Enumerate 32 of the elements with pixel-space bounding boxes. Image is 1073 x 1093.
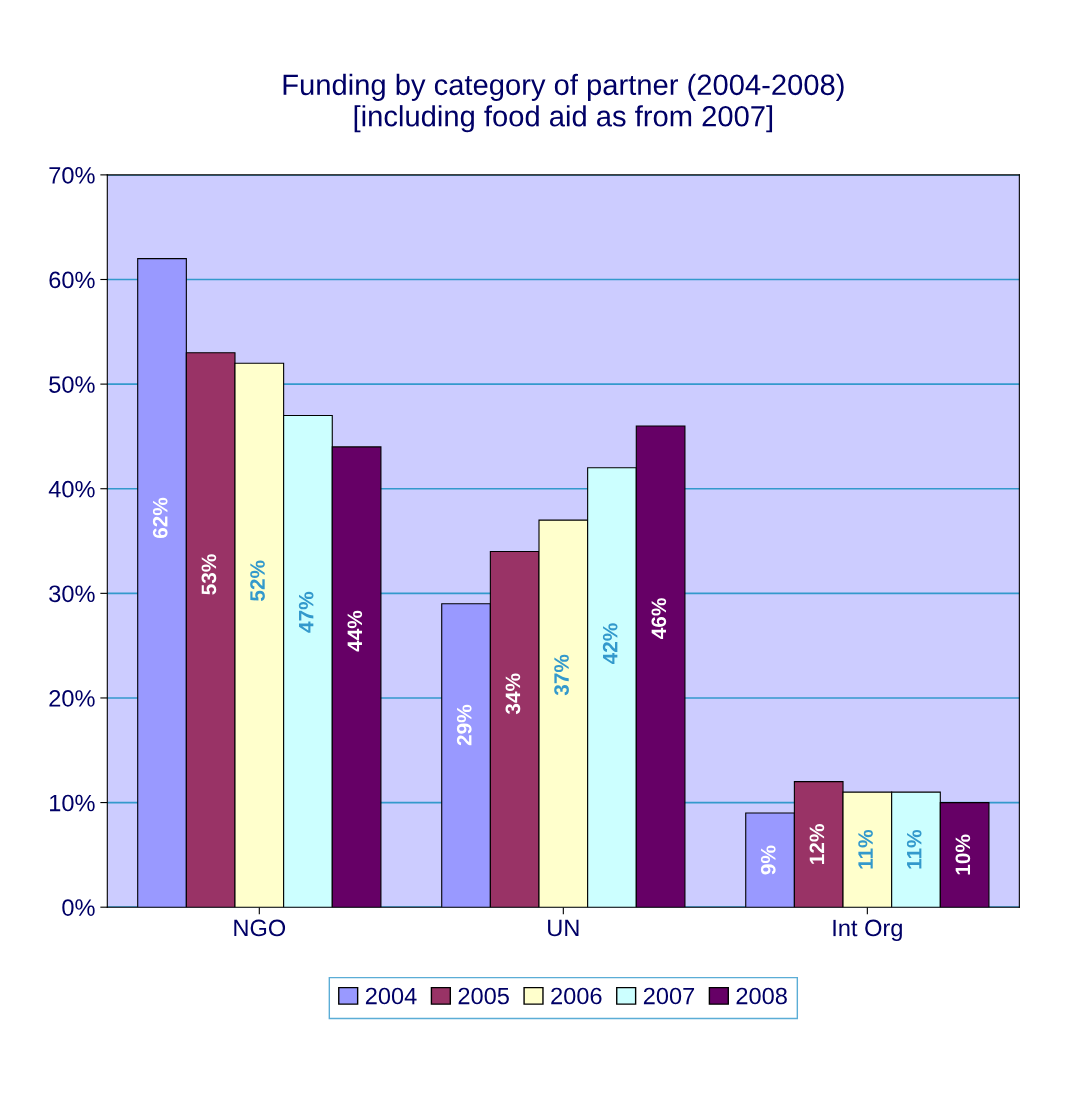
data-label: 9% [760,845,776,875]
x-tick-label: UN [548,919,579,937]
legend-label: 2008 [736,987,787,1005]
data-label: 29% [456,704,472,746]
y-tick-label: 0% [62,899,95,916]
data-label: 46% [651,598,667,639]
y-tick-label: 70% [49,166,95,184]
data-label: 52% [250,560,265,601]
y-tick-label: 20% [49,690,95,707]
data-label: 34% [505,673,521,715]
data-label: 53% [201,554,217,595]
legend-label: 2005 [458,987,509,1005]
data-label: 44% [347,610,363,652]
data-label: 11% [906,829,922,869]
data-label: 42% [602,623,618,665]
x-tick-label: Int Org [833,919,902,942]
data-label: 37% [554,654,569,696]
y-tick-label: 60% [49,271,95,289]
legend-label: 2007 [643,987,695,1005]
data-label: 10% [955,834,971,875]
y-tick-label: 50% [49,376,95,393]
data-label: 11% [858,829,873,869]
data-label: 62% [152,497,168,539]
y-tick-label: 10% [50,794,95,812]
x-tick-label: NGO [234,919,286,937]
legend-label: 2004 [365,987,417,1005]
chart-title: Funding by category of partner (2004-2008) [including food aid as from 2007] [283,73,844,133]
data-label: 47% [298,591,314,633]
y-tick-label: 40% [48,480,95,498]
data-label: 12% [809,824,825,864]
y-tick-label: 30% [49,585,95,603]
legend-label: 2006 [551,987,602,1005]
